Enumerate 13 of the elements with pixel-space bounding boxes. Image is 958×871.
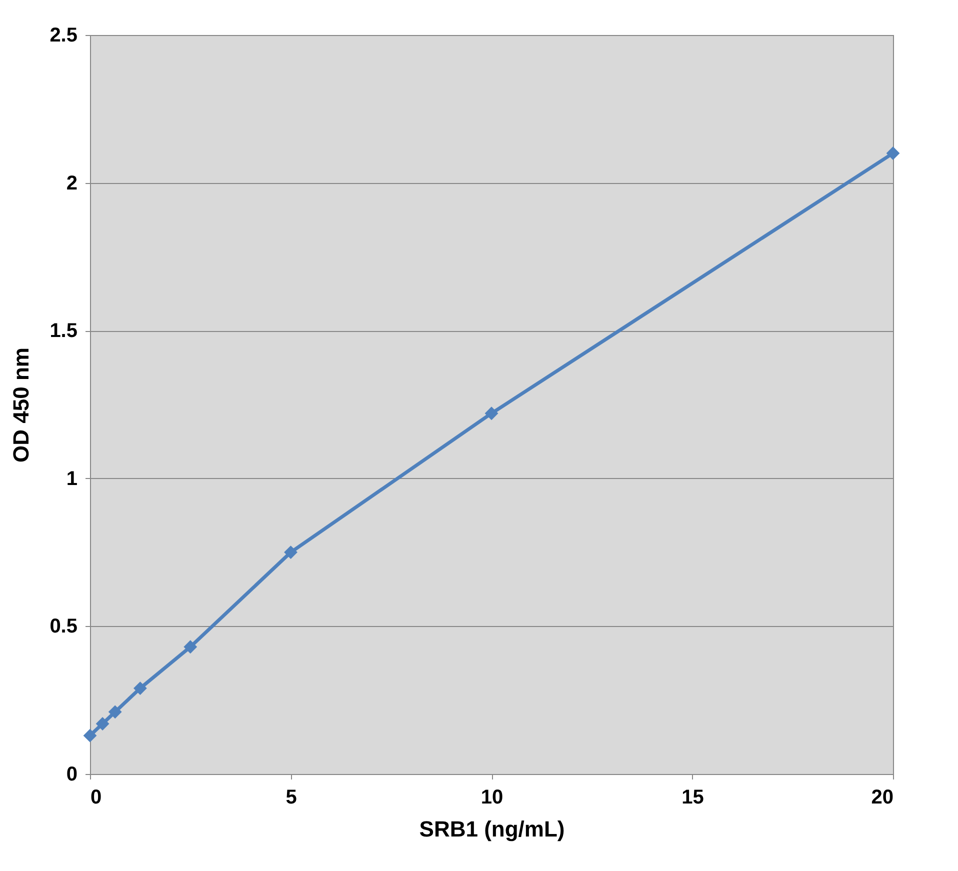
y-tick-label: 0.5 xyxy=(50,616,78,638)
x-tick-label: 5 xyxy=(286,786,297,808)
x-tick-label: 20 xyxy=(871,786,894,808)
x-tick-label: 15 xyxy=(682,786,704,808)
x-axis-title: SRB1 (ng/mL) xyxy=(419,816,565,842)
y-tick-label: 0 xyxy=(66,764,78,786)
y-tick-label: 2.5 xyxy=(50,24,78,46)
y-tick-label: 2 xyxy=(66,172,78,194)
x-tick-label: 10 xyxy=(480,786,504,808)
y-tick-label: 1 xyxy=(66,468,78,490)
y-tick-label: 1.5 xyxy=(50,320,78,342)
y-axis-title: OD 450 nm xyxy=(8,348,34,462)
x-tick-label: 0 xyxy=(90,786,102,808)
